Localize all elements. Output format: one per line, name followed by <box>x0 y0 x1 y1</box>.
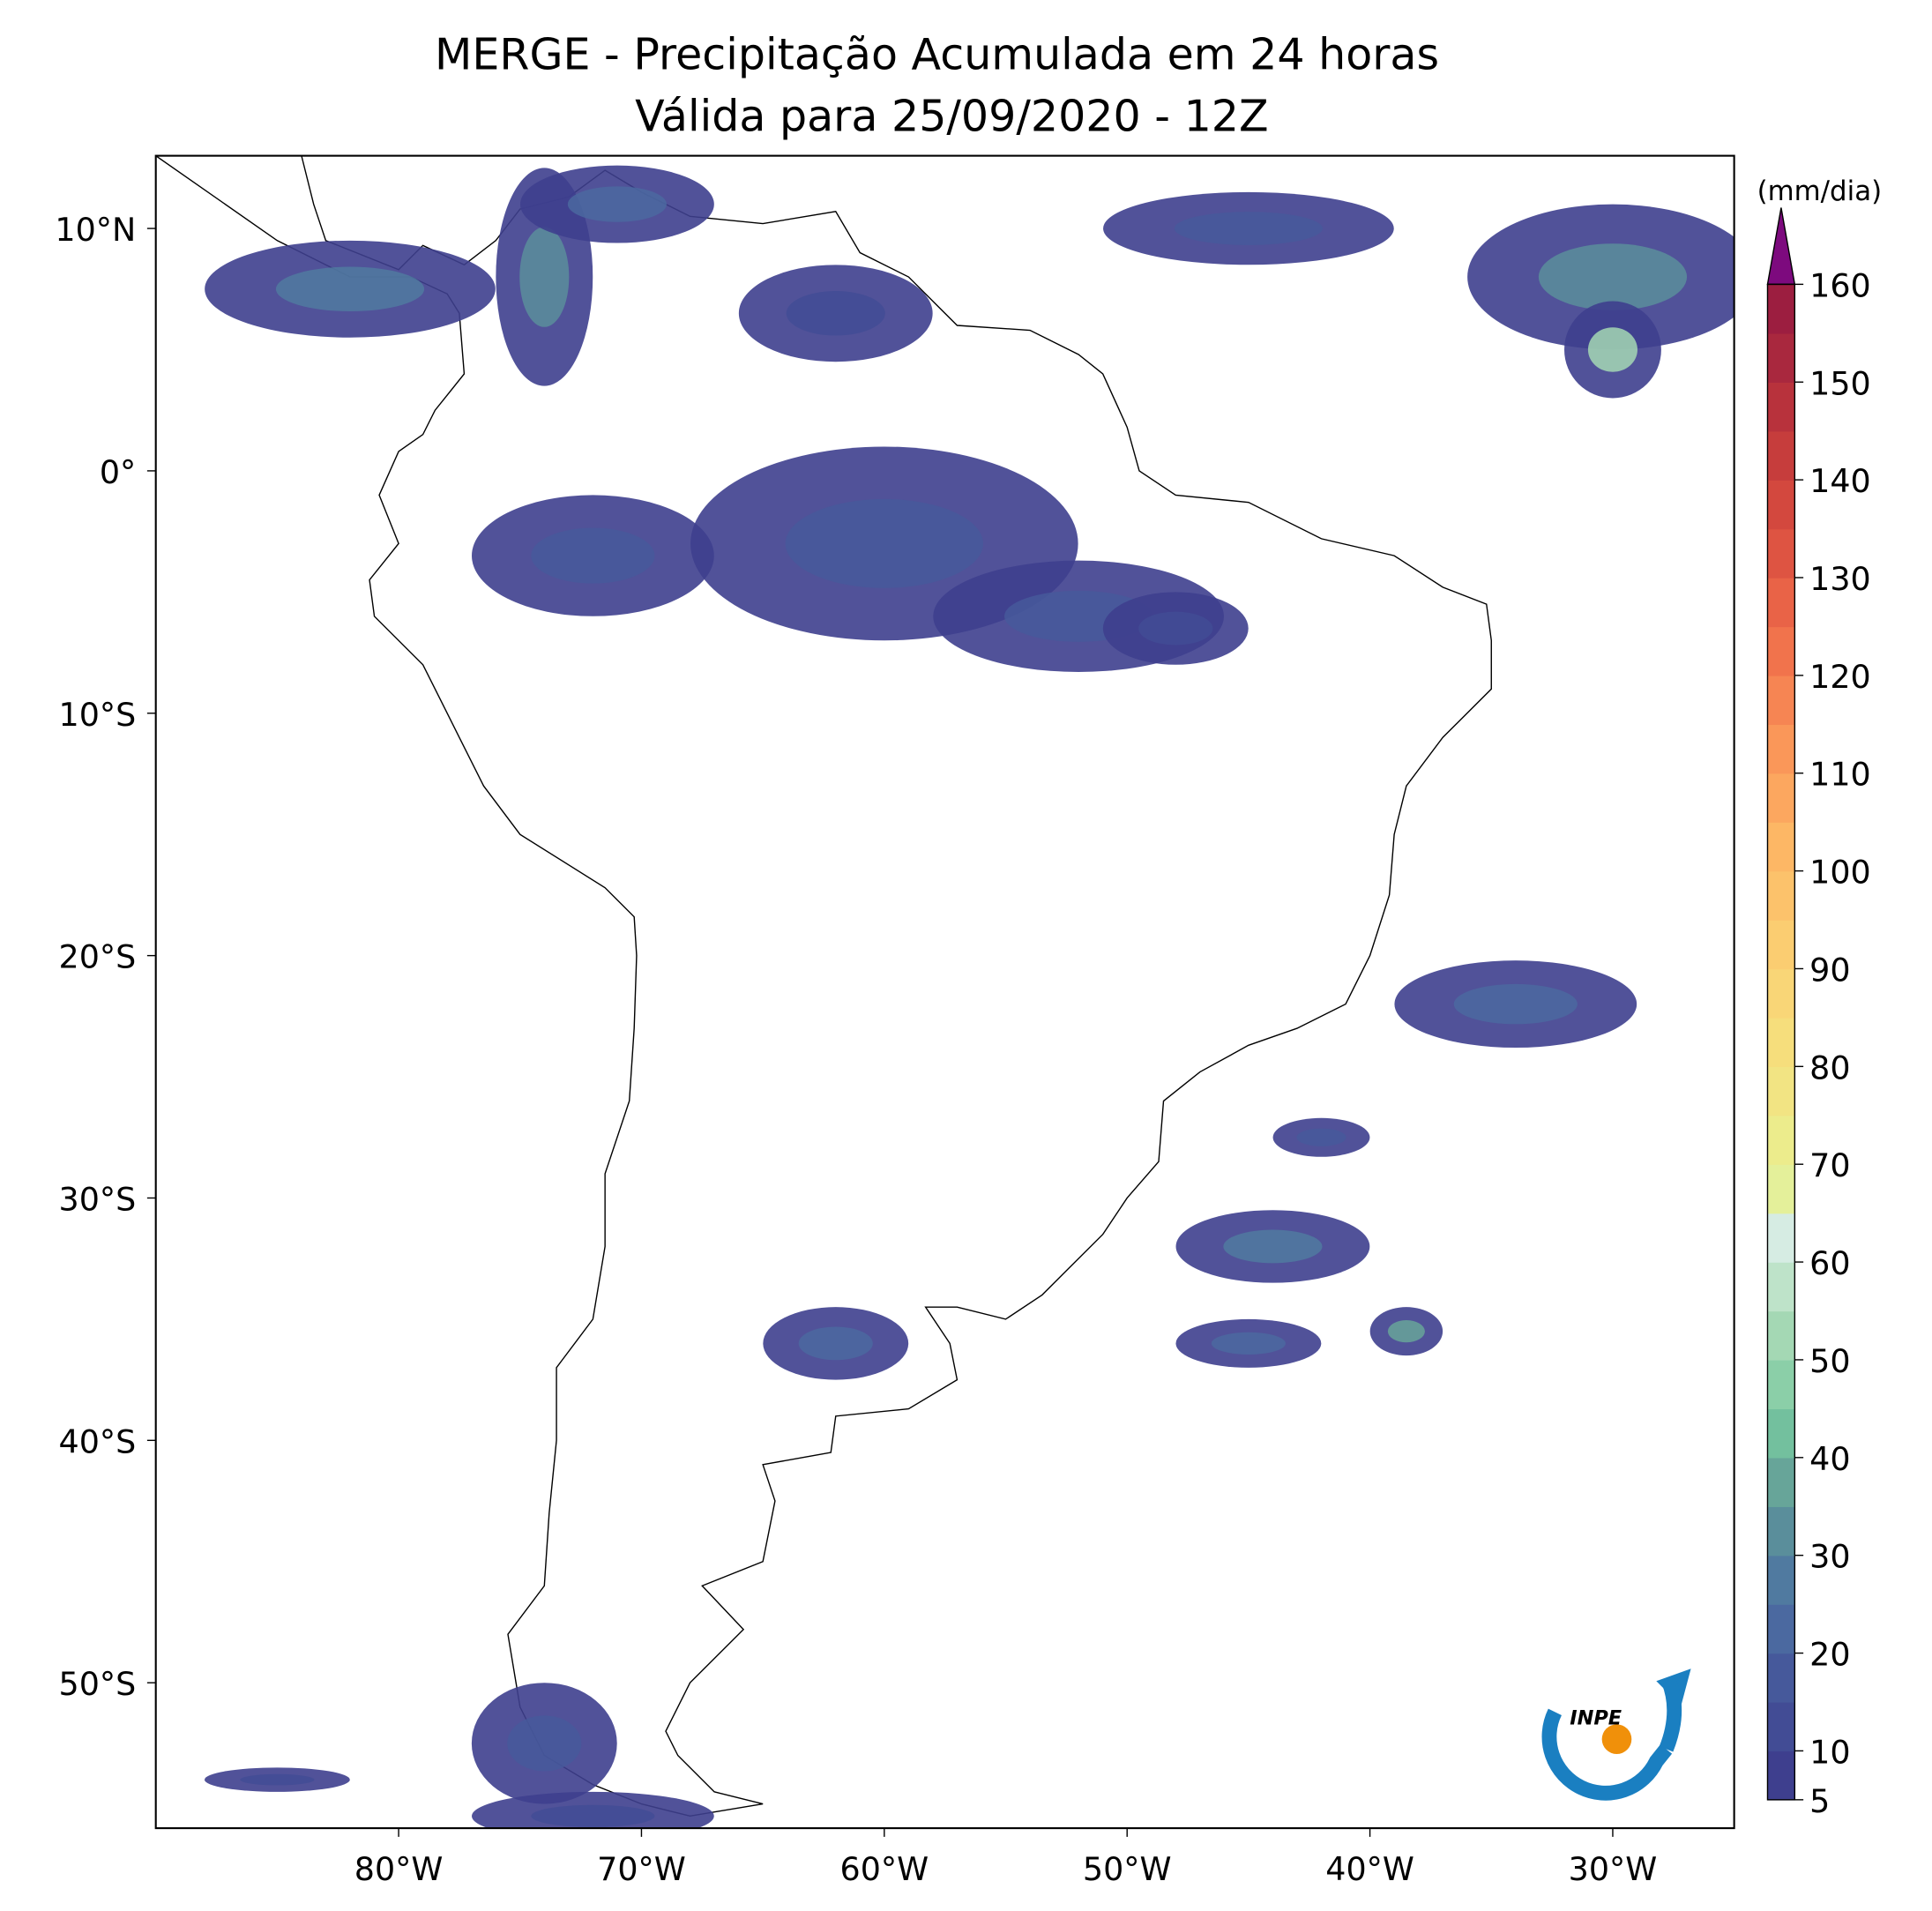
rain-core <box>785 498 983 588</box>
colorbar-band <box>1767 870 1795 921</box>
colorbar-band <box>1767 480 1795 530</box>
colorbar-band <box>1767 577 1795 628</box>
colorbar-band <box>1767 1555 1795 1605</box>
colorbar-band <box>1767 968 1795 1019</box>
y-tick-label: 20°S <box>59 938 137 976</box>
colorbar-tick-label: 110 <box>1809 756 1871 794</box>
land <box>155 155 1492 1818</box>
colorbar-band <box>1767 1359 1795 1410</box>
logo-text: INPE <box>1570 1706 1622 1729</box>
colorbar-tick-label: 5 <box>1809 1782 1830 1820</box>
colorbar-tick-label: 80 <box>1809 1049 1850 1086</box>
rain-core <box>1538 243 1688 310</box>
logo-arrow-shaft <box>1659 1678 1682 1752</box>
rain-core <box>507 1715 582 1772</box>
y-tick-label: 50°S <box>59 1665 137 1703</box>
colorbar-frame <box>1766 283 1796 1801</box>
colorbar-band <box>1767 1408 1795 1459</box>
title-line-2: Válida para 25/09/2020 - 12Z <box>635 91 1268 142</box>
colorbar-tick-label: 60 <box>1809 1244 1850 1282</box>
rain-core <box>786 291 885 336</box>
logo-arc <box>1541 1708 1673 1801</box>
colorbar-band <box>1767 1751 1795 1801</box>
colorbar-band <box>1767 1164 1795 1214</box>
rain-core <box>567 186 667 222</box>
colorbar-band <box>1767 724 1795 774</box>
colorbar-tick-label: 100 <box>1809 854 1871 892</box>
title-line-1: MERGE - Precipitação Acumulada em 24 hor… <box>435 28 1439 79</box>
colorbar-extension <box>1766 207 1796 286</box>
colorbar-band <box>1767 626 1795 676</box>
colorbar-band <box>1767 1604 1795 1654</box>
colorbar-band <box>1767 675 1795 725</box>
colorbar-tick-label: 10 <box>1809 1733 1850 1771</box>
rain-core <box>1387 1320 1425 1343</box>
colorbar-band <box>1767 284 1795 334</box>
rain-core <box>1453 983 1578 1025</box>
rain-core <box>531 527 655 584</box>
colorbar-label: (mm/dia) <box>1757 175 1883 207</box>
rain-core <box>1138 611 1213 646</box>
y-tick-label: 40°S <box>59 1422 137 1460</box>
colorbar-tick-label: 30 <box>1809 1538 1850 1576</box>
rain-core <box>1223 1229 1323 1264</box>
colorbar-band <box>1767 1701 1795 1752</box>
colorbar-band <box>1767 1017 1795 1068</box>
map-frame <box>154 154 1735 1830</box>
y-tick-label: 10°N <box>55 211 136 249</box>
x-tick-label: 40°W <box>1325 1850 1414 1888</box>
colorbar-tick-label: 50 <box>1809 1342 1850 1380</box>
rain-core <box>519 227 570 327</box>
x-tick-label: 30°W <box>1569 1850 1658 1888</box>
rain-core <box>798 1326 873 1361</box>
rain-core <box>275 266 425 312</box>
rain-core <box>1296 1128 1346 1146</box>
colorbar-band <box>1767 1653 1795 1703</box>
colorbar-band <box>1767 822 1795 872</box>
map-area <box>155 155 1734 1829</box>
rain-core <box>1174 212 1323 245</box>
y-tick-label: 30°S <box>59 1180 137 1218</box>
colorbar-tick-label: 130 <box>1809 560 1871 598</box>
x-tick-label: 70°W <box>597 1850 686 1888</box>
colorbar-band <box>1767 528 1795 579</box>
logo-dot <box>1601 1724 1632 1754</box>
colorbar-tick-label: 40 <box>1809 1440 1850 1478</box>
colorbar-band <box>1767 1213 1795 1263</box>
colorbar-band <box>1767 430 1795 481</box>
colorbar-tick-label: 120 <box>1809 658 1871 696</box>
colorbar-tick-label: 150 <box>1809 364 1871 402</box>
rain-core <box>1587 327 1637 372</box>
logo: INPE <box>1541 1668 1691 1801</box>
x-tick-label: 60°W <box>840 1850 929 1888</box>
rain-core <box>240 1773 315 1786</box>
colorbar-band <box>1767 1115 1795 1165</box>
colorbar-tick-label: 70 <box>1809 1146 1850 1184</box>
colorbar-tick-label: 140 <box>1809 462 1871 500</box>
colorbar-tick-label: 20 <box>1809 1636 1850 1674</box>
colorbar-band <box>1767 773 1795 823</box>
rain-core <box>1211 1332 1286 1355</box>
x-tick-label: 80°W <box>354 1850 444 1888</box>
rain-core <box>531 1804 655 1827</box>
colorbar-band <box>1767 382 1795 432</box>
y-tick-label: 10°S <box>59 696 137 734</box>
colorbar-tick-label: 160 <box>1809 266 1871 304</box>
x-tick-label: 50°W <box>1083 1850 1172 1888</box>
colorbar-band <box>1767 920 1795 970</box>
y-tick-label: 0° <box>100 453 136 491</box>
colorbar-band <box>1767 1310 1795 1361</box>
colorbar-band <box>1767 1066 1795 1116</box>
colorbar-tick-label: 90 <box>1809 951 1850 989</box>
colorbar-band <box>1767 332 1795 383</box>
colorbar-band <box>1767 1506 1795 1556</box>
colorbar-band <box>1767 1457 1795 1507</box>
colorbar-band <box>1767 1262 1795 1312</box>
